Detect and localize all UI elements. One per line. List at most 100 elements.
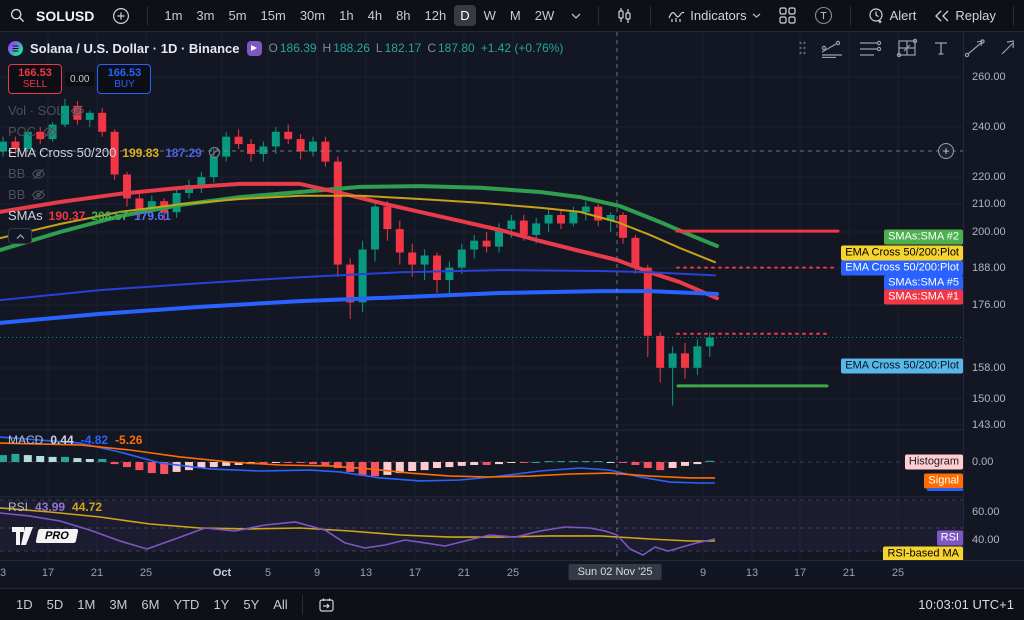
indicator-row-2: EMA Cross 50/200 199.83 187.29 <box>8 144 563 161</box>
indicator-title[interactable]: BB <box>8 166 26 181</box>
range-5D[interactable]: 5D <box>46 597 64 612</box>
timeframe-12h[interactable]: 12h <box>424 8 447 23</box>
parallel-channel-tool-icon[interactable] <box>858 38 882 58</box>
indicator-title[interactable]: BB <box>8 187 26 202</box>
price-label-150.00: 150.00 <box>972 393 1006 405</box>
indicator-title[interactable]: Vol · SOL <box>8 103 64 118</box>
plot-tag-0[interactable]: SMAs:SMA #2 <box>884 229 963 245</box>
indicator-value: 179.61 <box>134 208 171 223</box>
plot-tag-4[interactable]: SMAs:SMA #1 <box>884 289 963 305</box>
legend-collapse-button[interactable] <box>8 228 32 244</box>
pitchfork-tool-icon[interactable] <box>820 38 844 58</box>
timeframe-1m[interactable]: 1m <box>164 8 183 23</box>
timeframe-2W[interactable]: 2W <box>534 8 555 23</box>
ohlc-key: O <box>268 41 278 55</box>
symbol-title[interactable]: Solana / U.S. Dollar · 1D · Binance <box>30 40 240 56</box>
replay-label: Replay <box>955 8 996 23</box>
indicator-title[interactable]: SMAs <box>8 208 43 223</box>
template-t-icon[interactable] <box>807 3 840 28</box>
chart-canvas[interactable] <box>0 32 963 560</box>
go-to-date-icon[interactable] <box>311 594 342 616</box>
timeframe-D[interactable]: D <box>454 5 476 26</box>
alert-button[interactable]: Alert <box>861 4 924 27</box>
trend-line-tool-icon[interactable] <box>964 38 986 58</box>
ohlc-key: H <box>322 41 332 55</box>
clock[interactable]: 10:03:01 UTC+1 <box>918 597 1014 612</box>
macd-legend[interactable]: MACD 0.44 -4.82 -5.26 <box>8 433 142 447</box>
plot-tag-7[interactable]: Signal <box>924 473 963 489</box>
range-1Y[interactable]: 1Y <box>213 597 230 612</box>
timeframe-4h[interactable]: 4h <box>367 8 383 23</box>
compare-add-icon[interactable] <box>105 4 137 28</box>
eye-off-icon[interactable] <box>42 126 57 138</box>
drawing-toolbar <box>793 36 1020 60</box>
sell-button[interactable]: 166.53 SELL <box>8 64 62 94</box>
text-tool-icon[interactable] <box>932 39 950 57</box>
replay-button[interactable]: Replay <box>927 5 1002 26</box>
timeframe-W[interactable]: W <box>483 8 496 23</box>
templates-grid-icon[interactable] <box>772 4 803 27</box>
price-label-158.00: 158.00 <box>972 362 1006 374</box>
top-toolbar: SOLUSD 1m 3m 5m 15m 30m 1h 4h 8h 12h D W M 2W Indica… <box>0 0 1024 32</box>
range-1M[interactable]: 1M <box>77 597 96 612</box>
timeframe-8h[interactable]: 8h <box>396 8 411 23</box>
indicator-title[interactable]: POC <box>8 124 37 139</box>
eye-off-icon[interactable] <box>70 105 85 117</box>
plot-tag-8[interactable]: RSI <box>936 530 963 546</box>
indicator-title[interactable]: EMA Cross 50/200 <box>8 145 117 160</box>
search-icon[interactable] <box>10 8 25 23</box>
plot-tag-6[interactable]: Histogram <box>904 454 963 470</box>
buy-button[interactable]: 166.53 BUY <box>97 64 152 94</box>
drag-handle-icon[interactable] <box>799 41 806 55</box>
chart-legend: Solana / U.S. Dollar · 1D · Binance O 186… <box>8 38 563 244</box>
plot-tag-2[interactable]: EMA Cross 50/200:Plot <box>841 260 963 276</box>
plot-tag-3[interactable]: SMAs:SMA #5 <box>884 275 963 291</box>
divider <box>650 5 652 26</box>
range-5Y[interactable]: 5Y <box>243 597 260 612</box>
price-label-188.00: 188.00 <box>972 262 1006 274</box>
pane-indicator-title[interactable]: MACD <box>8 433 44 447</box>
range-1D[interactable]: 1D <box>16 597 33 612</box>
timeframe-M[interactable]: M <box>509 8 521 23</box>
pane-indicator-value: -4.82 <box>80 433 109 447</box>
divider <box>598 5 600 26</box>
range-6M[interactable]: 6M <box>141 597 160 612</box>
eye-off-icon[interactable] <box>31 168 46 180</box>
bar-replay-flag-icon[interactable] <box>246 40 262 56</box>
plot-tag-9[interactable]: RSI-based MA <box>883 546 963 562</box>
price-label-210.00: 210.00 <box>972 198 1006 210</box>
pane-indicator-value: 44.72 <box>72 500 103 514</box>
timeframe-3m[interactable]: 3m <box>196 8 215 23</box>
alert-label: Alert <box>889 8 917 23</box>
rsi-legend[interactable]: RSI 43.99 44.72 <box>8 500 102 514</box>
add-alert-plus-icon[interactable]: + <box>938 143 954 159</box>
price-label-143.00: 143.00 <box>972 419 1006 431</box>
ohlc-key: C <box>427 41 436 55</box>
pane-indicator-title[interactable]: RSI <box>8 500 29 514</box>
circle-slash-icon[interactable] <box>208 146 221 159</box>
time-axis[interactable]: 3 17 21 25 Oct 5 9 13 17 21 25 9 13 17 21 25 Sun 02 Nov … <box>0 560 1024 588</box>
arrow-tool-icon[interactable] <box>1000 38 1014 58</box>
plot-tag-5[interactable]: EMA Cross 50/200:Plot <box>841 358 963 374</box>
chart-style-candles-icon[interactable] <box>609 4 640 27</box>
symbol-button[interactable]: SOLUSD <box>36 7 95 24</box>
timeframe-5m[interactable]: 5m <box>228 8 247 23</box>
eye-off-icon[interactable] <box>31 189 46 201</box>
plot-tag-1[interactable]: EMA Cross 50/200:Plot <box>841 245 963 261</box>
indicator-row-0: Vol · SOL <box>8 102 563 119</box>
timeframe-15m[interactable]: 15m <box>260 8 286 23</box>
fib-box-tool-icon[interactable] <box>896 38 918 58</box>
timeframe-30m[interactable]: 30m <box>299 8 326 23</box>
range-YTD[interactable]: YTD <box>173 597 200 612</box>
price-axis[interactable]: 260.00 240.00 220.00 210.00 200.00 188.00 176.… <box>963 32 1024 560</box>
ohlc-values: O 186.39 H 188.26 L 182.17 C 187.80 +1.42 (+0.76… <box>269 41 564 55</box>
macd-tag-partial <box>927 488 963 491</box>
indicators-button[interactable]: Indicators <box>661 5 767 26</box>
price-label-40.00: 40.00 <box>972 534 1000 546</box>
range-3M[interactable]: 3M <box>109 597 128 612</box>
time-label-9: 9 <box>313 567 321 579</box>
timeframe-dropdown-icon[interactable] <box>564 10 588 22</box>
timeframe-1h[interactable]: 1h <box>339 8 354 23</box>
range-All[interactable]: All <box>273 597 288 612</box>
